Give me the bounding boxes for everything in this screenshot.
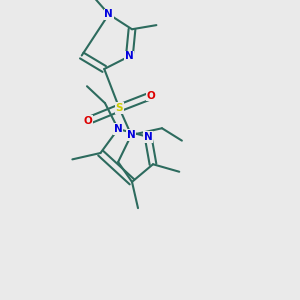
Text: N: N [114, 124, 122, 134]
Text: O: O [147, 91, 155, 100]
Text: N: N [125, 51, 134, 61]
Text: N: N [104, 9, 113, 19]
Text: N: N [127, 130, 136, 140]
Text: S: S [116, 103, 123, 113]
Text: N: N [144, 132, 152, 142]
Text: O: O [84, 116, 92, 126]
